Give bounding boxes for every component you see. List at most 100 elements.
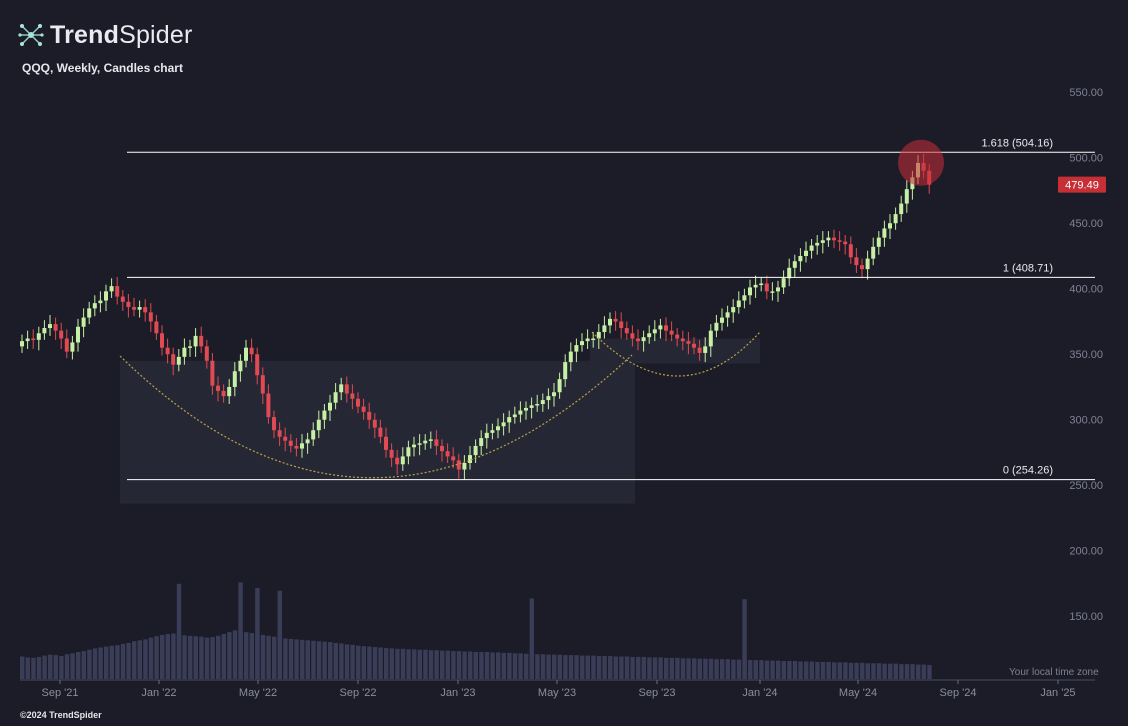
- volume-bar: [669, 657, 674, 679]
- candle-down: [344, 376, 349, 403]
- candle-down: [115, 276, 120, 305]
- candle-down: [165, 338, 170, 364]
- brand-name: TrendSpider: [50, 21, 193, 50]
- volume-bar: [221, 634, 226, 679]
- volume-bar: [260, 634, 266, 679]
- volume-bar: [294, 639, 299, 679]
- volume-bar: [36, 656, 42, 679]
- volume-bar: [664, 657, 669, 679]
- volume-bar: [753, 660, 758, 679]
- candle-body: [400, 456, 405, 465]
- volume-bar: [630, 656, 635, 679]
- x-tick-label: Jan '23: [440, 687, 475, 699]
- candle-down: [199, 326, 204, 353]
- candle-body: [888, 223, 892, 229]
- candle-down: [126, 293, 131, 318]
- candle-body: [389, 449, 394, 458]
- candle-down: [848, 236, 853, 264]
- volume-bar: [776, 660, 781, 679]
- x-tick-label: Jan '22: [141, 687, 176, 699]
- volume-bar: [272, 636, 277, 679]
- volume-bar: [87, 649, 92, 679]
- candle-down: [143, 299, 148, 322]
- volume-bar: [473, 652, 478, 679]
- candle-down: [832, 229, 836, 249]
- volume-bar: [552, 654, 557, 679]
- volume-bar: [132, 641, 137, 679]
- volume-bar: [518, 653, 523, 679]
- candle-up: [42, 320, 47, 340]
- candle-body: [406, 447, 411, 457]
- volume-bar: [899, 664, 904, 679]
- brand-name-bold: Trend: [50, 20, 120, 49]
- candle-up: [893, 207, 898, 230]
- timezone-note[interactable]: Your local time zone: [1009, 667, 1099, 678]
- volume-bar: [20, 656, 25, 679]
- candle-up: [193, 328, 198, 357]
- candle-up: [585, 329, 590, 349]
- candle-up: [725, 305, 730, 327]
- candle-up: [311, 422, 316, 446]
- candle-body: [748, 287, 752, 296]
- candle-up: [48, 314, 52, 336]
- candle-body: [624, 328, 629, 334]
- volume-bar: [316, 641, 322, 679]
- candle-down: [277, 422, 282, 446]
- volume-bar: [344, 644, 350, 679]
- candle-body: [356, 398, 360, 407]
- y-tick-label: 550.00: [1069, 87, 1103, 99]
- candle-up: [641, 330, 646, 352]
- volume-bar: [193, 636, 198, 679]
- candle-down: [378, 419, 383, 444]
- volume-bar: [714, 659, 719, 679]
- candle-down: [697, 339, 702, 361]
- volume-bar: [787, 661, 792, 679]
- candle-down: [120, 290, 125, 312]
- volume-bar: [48, 654, 53, 679]
- candle-down: [266, 384, 271, 424]
- candle-down: [171, 347, 176, 376]
- candle-body: [255, 354, 260, 376]
- volume-bar: [848, 662, 854, 679]
- volume-bar: [137, 640, 142, 679]
- candle-body: [535, 404, 540, 406]
- candle-down: [204, 339, 209, 369]
- candle-body: [501, 422, 506, 427]
- volume-bar: [608, 656, 613, 679]
- last-price-label: 479.49: [1065, 180, 1099, 192]
- candle-body: [647, 333, 652, 338]
- volume-bar: [809, 661, 814, 679]
- candle-down: [680, 330, 685, 351]
- candle-body: [204, 346, 209, 361]
- volume-bar: [910, 664, 915, 679]
- volume-bar: [792, 661, 798, 679]
- candle-body: [395, 457, 400, 465]
- volume-bar: [882, 663, 887, 679]
- volume-bar: [389, 648, 394, 679]
- candle-up: [658, 318, 663, 339]
- candle-body: [339, 384, 344, 393]
- candle-up: [104, 284, 108, 312]
- candle-up: [232, 362, 237, 397]
- volume-bar: [333, 643, 338, 679]
- volume-bar: [199, 636, 204, 679]
- brand-name-regular: Spider: [119, 20, 193, 49]
- volume-bar: [697, 658, 702, 679]
- candle-body: [294, 445, 299, 449]
- candle-down: [249, 338, 254, 363]
- candle-up: [238, 354, 243, 382]
- candle-up: [400, 447, 405, 471]
- candle-up: [501, 413, 506, 436]
- volume-bar: [109, 645, 114, 679]
- volume-bar: [837, 662, 842, 679]
- candle-up: [92, 295, 97, 317]
- volume-bar: [904, 664, 910, 679]
- volume-bar: [703, 658, 708, 679]
- volume-bar: [546, 654, 551, 679]
- volume-bar: [328, 642, 333, 679]
- candle-up: [328, 394, 332, 422]
- volume-bar: [658, 657, 663, 679]
- candle-up: [479, 430, 484, 456]
- candle-up: [574, 338, 579, 363]
